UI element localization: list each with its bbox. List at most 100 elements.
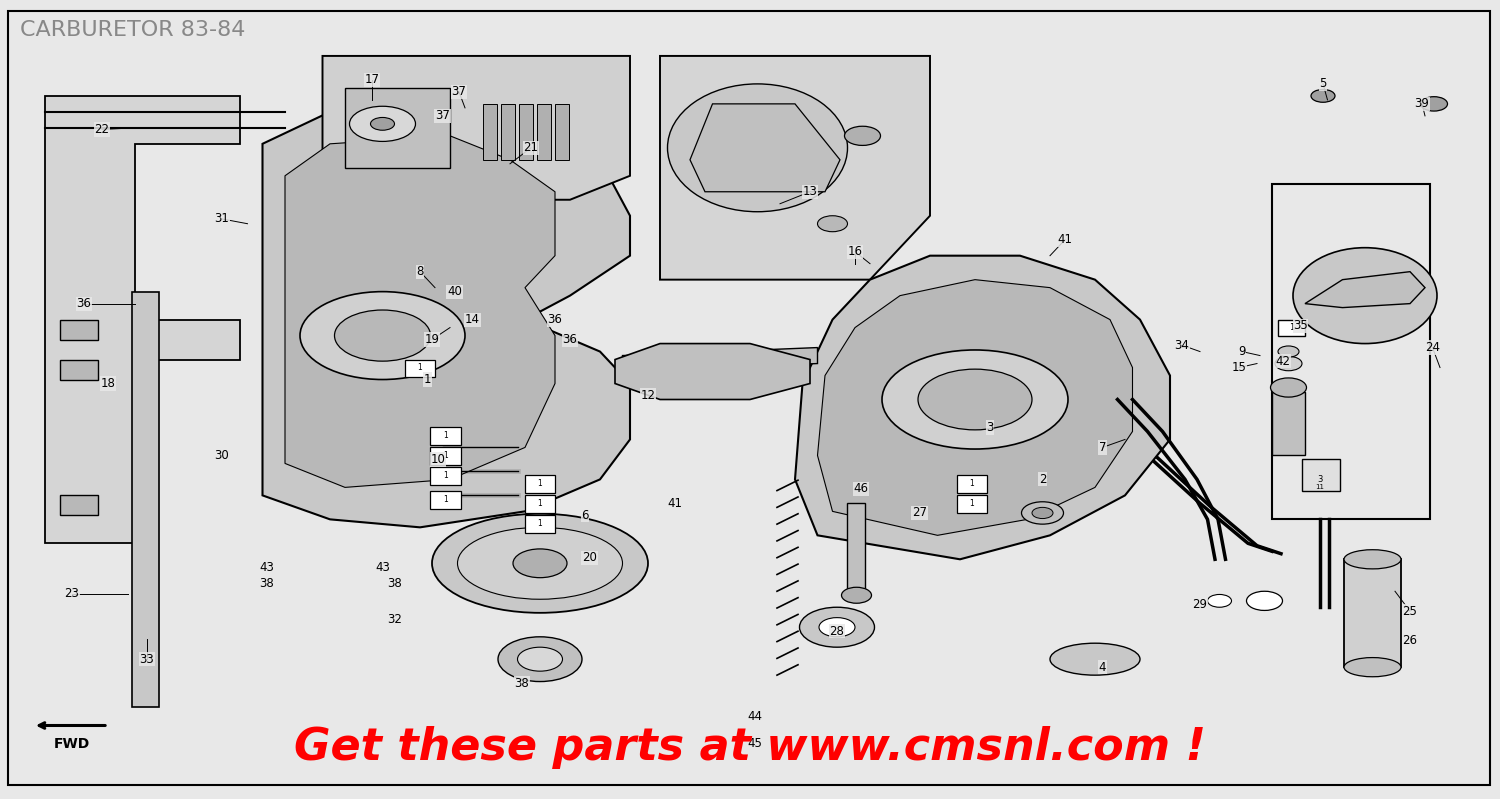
Text: 17: 17	[364, 74, 380, 86]
Text: 42: 42	[1275, 355, 1290, 368]
Text: 1: 1	[969, 499, 975, 508]
Text: 29: 29	[1192, 598, 1208, 611]
Text: 25: 25	[1402, 605, 1417, 618]
Polygon shape	[322, 56, 630, 200]
Circle shape	[498, 637, 582, 682]
Text: CARBURETOR 83-84: CARBURETOR 83-84	[20, 20, 244, 40]
Text: 39: 39	[1414, 97, 1430, 110]
Circle shape	[1420, 97, 1448, 111]
Bar	[555, 104, 568, 160]
Text: 20: 20	[582, 551, 597, 564]
Text: 18: 18	[100, 377, 116, 390]
Bar	[430, 491, 460, 509]
Polygon shape	[690, 104, 840, 192]
Text: 37: 37	[435, 109, 450, 122]
Text: 36: 36	[548, 313, 562, 326]
Polygon shape	[420, 352, 570, 400]
Text: 27: 27	[912, 507, 927, 519]
Text: 6: 6	[582, 509, 588, 522]
Text: 38: 38	[387, 577, 402, 590]
Text: 19: 19	[424, 333, 439, 346]
Text: 45: 45	[747, 737, 762, 749]
Text: 43: 43	[260, 561, 274, 574]
Circle shape	[1246, 591, 1282, 610]
Text: 40: 40	[447, 285, 462, 298]
Bar	[847, 503, 865, 595]
Text: 1: 1	[442, 495, 448, 504]
Ellipse shape	[668, 84, 847, 212]
Bar	[537, 104, 550, 160]
Bar	[60, 320, 98, 340]
Ellipse shape	[1050, 643, 1140, 675]
Text: 1: 1	[537, 499, 543, 508]
Text: 22: 22	[94, 123, 110, 136]
Text: 12: 12	[640, 389, 656, 402]
Text: 2: 2	[1038, 473, 1047, 486]
Text: 14: 14	[465, 313, 480, 326]
Bar	[132, 292, 159, 707]
Text: 3: 3	[1317, 475, 1323, 484]
Circle shape	[1278, 346, 1299, 357]
Circle shape	[1275, 356, 1302, 371]
Text: 15: 15	[1232, 361, 1246, 374]
Circle shape	[513, 549, 567, 578]
Text: 26: 26	[1402, 634, 1417, 647]
Text: 37: 37	[452, 85, 466, 98]
Text: 8: 8	[417, 265, 423, 278]
Circle shape	[300, 292, 465, 380]
Text: 43: 43	[375, 561, 390, 574]
Polygon shape	[795, 256, 1170, 559]
Circle shape	[1032, 507, 1053, 519]
Ellipse shape	[432, 514, 648, 613]
Polygon shape	[1305, 272, 1425, 308]
Text: 1: 1	[442, 451, 448, 460]
Text: 38: 38	[260, 577, 274, 590]
Text: 31: 31	[214, 213, 230, 225]
Bar	[525, 495, 555, 513]
Circle shape	[370, 117, 394, 130]
Bar	[1344, 559, 1401, 667]
Circle shape	[1022, 502, 1064, 524]
Text: 32: 32	[387, 613, 402, 626]
Ellipse shape	[458, 527, 622, 599]
Polygon shape	[930, 352, 1080, 400]
Bar	[1278, 320, 1305, 336]
Text: 7: 7	[1098, 441, 1106, 454]
Circle shape	[334, 310, 430, 361]
Bar	[519, 104, 532, 160]
Text: 5: 5	[1320, 78, 1326, 90]
Text: 28: 28	[830, 625, 844, 638]
Text: 1: 1	[537, 519, 543, 528]
Text: 34: 34	[1174, 339, 1190, 352]
Ellipse shape	[1344, 550, 1401, 569]
Polygon shape	[660, 56, 930, 280]
Text: Get these parts at www.cmsnl.com !: Get these parts at www.cmsnl.com !	[294, 725, 1206, 769]
Polygon shape	[622, 348, 818, 372]
Circle shape	[818, 216, 848, 232]
Text: 44: 44	[747, 710, 762, 723]
Ellipse shape	[1293, 248, 1437, 344]
Circle shape	[1270, 378, 1306, 397]
Text: 1: 1	[442, 431, 448, 440]
Text: 1: 1	[537, 479, 543, 488]
Circle shape	[844, 126, 880, 145]
Bar	[501, 104, 515, 160]
Text: 1: 1	[442, 471, 448, 480]
Polygon shape	[262, 104, 630, 527]
Polygon shape	[285, 136, 555, 487]
Circle shape	[1311, 89, 1335, 102]
Text: 46: 46	[853, 483, 868, 495]
Text: 24: 24	[1425, 341, 1440, 354]
Polygon shape	[615, 344, 810, 400]
Text: 35: 35	[1293, 320, 1308, 332]
Bar	[345, 88, 450, 168]
Circle shape	[350, 106, 416, 141]
Bar	[1272, 184, 1430, 519]
Text: 41: 41	[1058, 233, 1072, 246]
Text: 36: 36	[562, 333, 578, 346]
Circle shape	[518, 647, 562, 671]
Text: 11: 11	[1316, 484, 1324, 491]
Circle shape	[819, 618, 855, 637]
Text: 16: 16	[847, 245, 862, 258]
Bar	[525, 515, 555, 533]
